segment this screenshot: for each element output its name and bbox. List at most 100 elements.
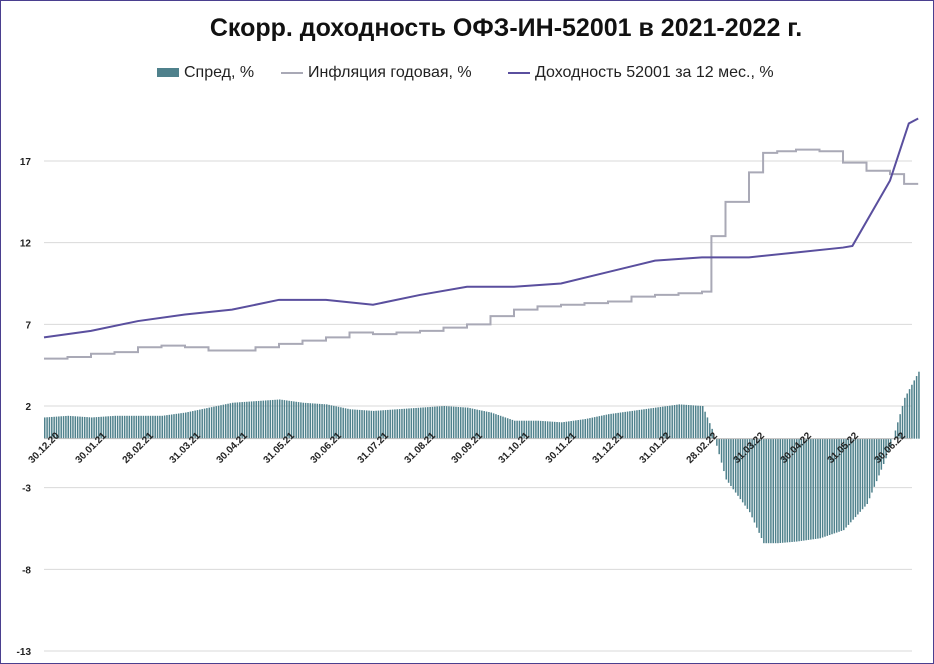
spread-bar — [262, 400, 265, 439]
spread-bar — [152, 415, 154, 439]
spread-bar — [276, 399, 279, 439]
spread-bar — [168, 414, 171, 439]
spread-bar — [843, 438, 845, 531]
spread-bar — [358, 409, 361, 439]
spread-bar — [549, 421, 551, 439]
spread-bar — [232, 402, 234, 439]
spread-bar — [81, 416, 84, 439]
spread-bar — [445, 406, 448, 439]
spread-bar — [702, 406, 704, 439]
spread-bar — [840, 438, 843, 531]
spread-bar — [591, 417, 594, 439]
spread-bar — [539, 420, 542, 439]
spread-bar — [657, 407, 659, 439]
spread-bar — [48, 417, 51, 439]
spread-bar — [173, 414, 175, 439]
spread-bar — [723, 438, 725, 472]
spread-bar — [300, 402, 302, 439]
spread-bar — [213, 406, 215, 439]
spread-bar — [866, 438, 868, 504]
spread-bar — [389, 409, 391, 439]
spread-bar — [302, 402, 304, 439]
spread-bar — [537, 420, 539, 439]
spread-bar — [271, 399, 274, 439]
spread-bar — [751, 438, 753, 518]
spread-bar — [83, 416, 86, 439]
spread-bar — [791, 438, 793, 542]
spread-bar — [288, 400, 290, 439]
spread-bar — [133, 415, 135, 439]
spread-bar — [443, 406, 445, 439]
spread-bar — [448, 406, 450, 439]
spread-bar — [224, 404, 227, 439]
spread-bar — [831, 438, 833, 535]
spread-bar — [586, 418, 589, 439]
spread-bar — [459, 407, 462, 439]
spread-bar — [170, 414, 173, 439]
spread-bar — [561, 422, 563, 439]
spread-bar — [765, 438, 767, 544]
spread-bar — [236, 402, 239, 439]
spread-bar — [335, 406, 337, 439]
spread-bar — [838, 438, 840, 532]
spread-bar — [112, 415, 114, 439]
spread-bar — [784, 438, 786, 543]
spread-bar — [619, 412, 622, 439]
spread-bar — [859, 438, 861, 512]
spread-bar — [518, 420, 521, 439]
spread-bar — [119, 415, 121, 439]
y-tick-label: 17 — [20, 157, 32, 168]
spread-bar — [123, 415, 126, 439]
spread-bar — [60, 416, 62, 439]
spread-bar — [304, 402, 307, 439]
spread-bar — [676, 404, 678, 439]
spread-bar — [474, 409, 476, 439]
spread-bar — [481, 410, 483, 439]
y-tick-label: 7 — [25, 320, 31, 331]
spread-bar — [880, 438, 883, 470]
spread-bar — [699, 405, 702, 439]
spread-bar — [730, 438, 732, 487]
spread-bar — [558, 422, 561, 439]
spread-bar — [248, 401, 250, 439]
spread-bar — [781, 438, 784, 543]
spread-bar — [427, 407, 429, 439]
spread-bar — [422, 407, 424, 439]
spread-bar — [290, 401, 293, 439]
spread-bar — [297, 402, 300, 439]
spread-bar — [79, 416, 81, 439]
spread-bar — [354, 409, 356, 439]
spread-bar — [130, 415, 133, 439]
spread-bar — [746, 438, 749, 509]
spread-bar — [821, 438, 824, 538]
spread-bar — [314, 403, 316, 439]
spread-bar — [786, 438, 789, 543]
spread-bar — [398, 409, 401, 439]
spread-bar — [410, 408, 413, 439]
spread-bar — [845, 438, 847, 528]
spread-bar — [805, 438, 807, 541]
spread-bar — [441, 406, 443, 439]
spread-bar — [243, 401, 246, 439]
spread-bar — [664, 406, 666, 439]
spread-bar — [311, 403, 314, 439]
spread-bar — [758, 438, 760, 533]
spread-bar — [690, 405, 692, 439]
spread-bar — [579, 419, 582, 439]
spread-bar — [309, 403, 312, 439]
spread-bar — [777, 438, 779, 544]
spread-bar — [495, 414, 497, 439]
spread-bar — [192, 411, 194, 439]
spread-bar — [861, 438, 864, 510]
spread-bar — [528, 420, 530, 439]
spread-bar — [229, 403, 232, 439]
spread-bar — [904, 397, 906, 439]
spread-bar — [629, 411, 631, 439]
spread-bar — [210, 407, 213, 439]
spread-bar — [457, 406, 460, 439]
spread-bar — [516, 420, 518, 439]
spread-bar — [511, 419, 514, 439]
spread-bar — [295, 401, 297, 439]
spread-bar — [485, 411, 488, 439]
spread-bar — [875, 438, 878, 482]
